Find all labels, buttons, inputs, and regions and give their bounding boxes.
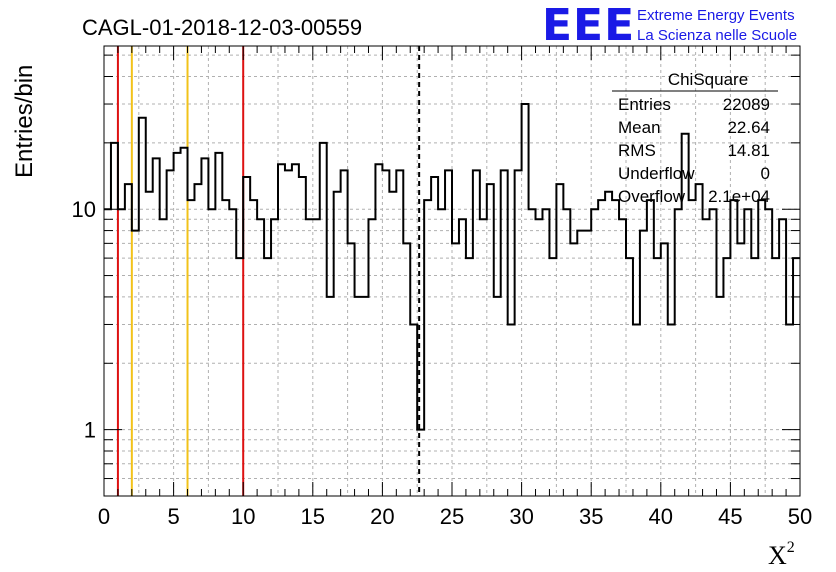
stats-box: ChiSquare Entries 22089 Mean 22.64 RMS 14.81 U…: [612, 70, 778, 206]
x-tick-label: 25: [440, 504, 464, 529]
stats-label: Mean: [618, 118, 661, 137]
x-tick-label: 20: [370, 504, 394, 529]
stats-value: 2.1e+04: [708, 187, 770, 206]
stats-label: Entries: [618, 95, 671, 114]
y-axis-label: Entries/bin: [11, 65, 38, 178]
x-tick-label: 10: [231, 504, 255, 529]
logo-mark: EEE: [542, 0, 635, 51]
x-tick-label: 45: [718, 504, 742, 529]
x-tick-label: 30: [509, 504, 533, 529]
stats-label: RMS: [618, 141, 656, 160]
y-tick-label: 1: [84, 418, 96, 443]
x-axis-label-base: X: [768, 541, 787, 570]
stats-value: 14.81: [727, 141, 770, 160]
y-tick-label: 10: [72, 197, 96, 222]
x-axis-ticks: 0 5 10 15 20 25 30 35 40 45 50: [98, 46, 812, 529]
stats-value: 22089: [723, 95, 770, 114]
stats-rows: Entries 22089 Mean 22.64 RMS 14.81 Underflow 0 O…: [618, 95, 770, 206]
x-tick-label: 15: [301, 504, 325, 529]
x-tick-label: 35: [579, 504, 603, 529]
stats-value: 22.64: [727, 118, 770, 137]
grid: [104, 46, 800, 496]
stats-value: 0: [761, 164, 770, 183]
x-tick-label: 50: [788, 504, 812, 529]
stats-box-name: ChiSquare: [668, 70, 748, 89]
stats-label: Underflow: [618, 164, 695, 183]
eee-logo: EEE Extreme Energy Events La Scienza nel…: [542, 0, 797, 51]
logo-line2: La Scienza nelle Scuole: [637, 27, 797, 44]
x-tick-label: 40: [649, 504, 673, 529]
x-tick-label: 5: [167, 504, 179, 529]
y-axis-ticks: 1 10: [72, 54, 800, 480]
x-axis-label-sup: 2: [787, 539, 795, 556]
stats-label: Overflow: [618, 187, 686, 206]
histogram-outline: [104, 103, 800, 431]
x-tick-label: 0: [98, 504, 110, 529]
x-axis-label: X2: [768, 539, 795, 570]
chart-title: CAGL-01-2018-12-03-00559: [82, 15, 362, 40]
logo-line1: Extreme Energy Events: [637, 7, 795, 24]
histogram-series: [104, 103, 800, 431]
reference-lines: [116, 46, 421, 496]
